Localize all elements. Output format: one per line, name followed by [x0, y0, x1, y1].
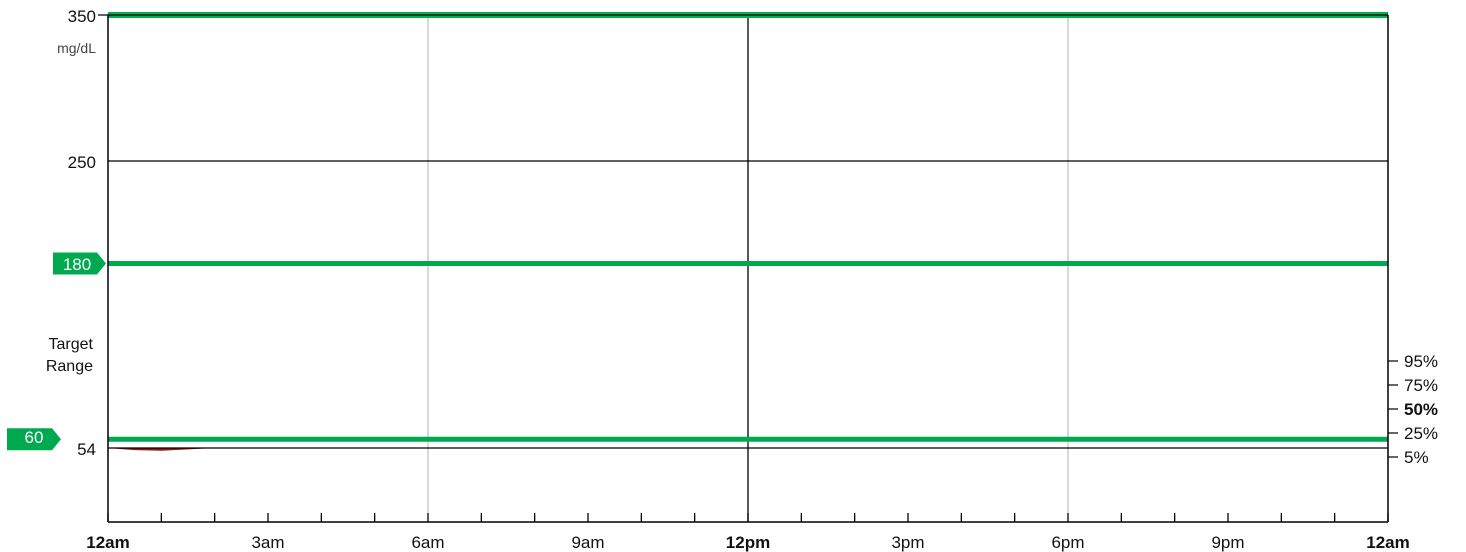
- x-tick-label-6am: 6am: [411, 533, 444, 552]
- x-tick-label-12am-end: 12am: [1366, 533, 1409, 552]
- y-unit-label: mg/dL: [57, 40, 96, 56]
- target-low-flag: 60: [7, 428, 61, 451]
- percentile-label-75: 75%: [1404, 376, 1438, 395]
- x-tick-label-9pm: 9pm: [1211, 533, 1244, 552]
- x-tick-label-3pm: 3pm: [891, 533, 924, 552]
- percentile-label-50: 50%: [1404, 400, 1438, 419]
- percentile-label-25: 25%: [1404, 424, 1438, 443]
- x-tick-label-6pm: 6pm: [1051, 533, 1084, 552]
- percentile-bands: [108, 448, 215, 451]
- percentile-label-95: 95%: [1404, 352, 1438, 371]
- target-high-label: 180: [63, 255, 91, 274]
- target-low-label: 60: [25, 428, 44, 447]
- target-range-label-line2: Range: [46, 358, 93, 375]
- band-very-low: [108, 448, 215, 451]
- x-tick-label-12am-start: 12am: [86, 533, 129, 552]
- y-tick-label-54: 54: [77, 440, 96, 459]
- target-range-lines: [108, 261, 1388, 442]
- axes: [98, 14, 1398, 523]
- y-tick-label-350: 350: [68, 7, 96, 26]
- x-tick-label-3am: 3am: [251, 533, 284, 552]
- grid-lines: [108, 15, 1388, 522]
- x-tick-label-9am: 9am: [571, 533, 604, 552]
- percentile-label-5: 5%: [1404, 448, 1429, 467]
- y-tick-label-250: 250: [68, 153, 96, 172]
- x-tick-label-12pm: 12pm: [726, 533, 770, 552]
- target-high-flag: 180: [53, 252, 106, 275]
- target-range-label-line1: Target: [49, 336, 94, 353]
